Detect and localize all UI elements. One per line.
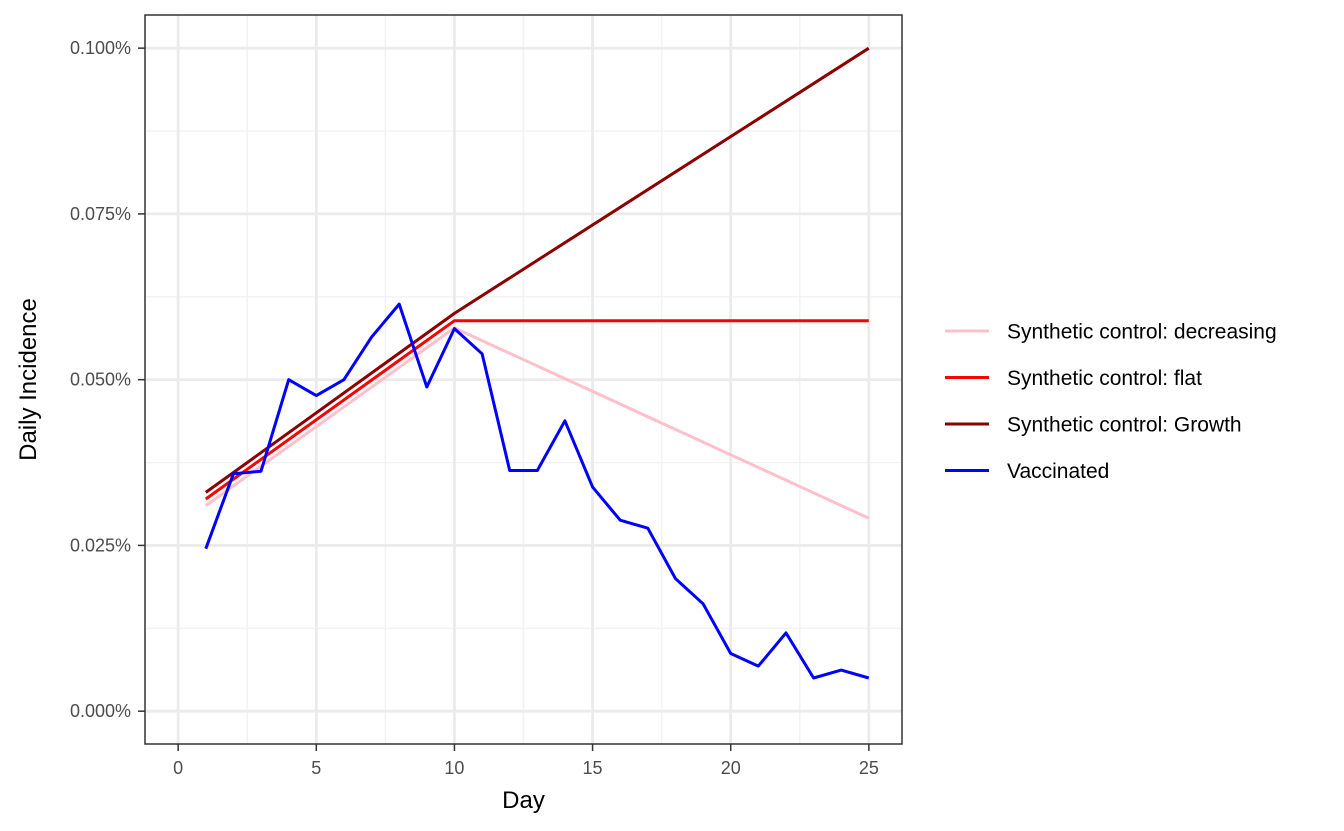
- x-tick-label: 20: [721, 758, 741, 778]
- legend: Synthetic control: decreasing Synthetic c…: [945, 321, 1277, 483]
- y-axis: 0.000% 0.025% 0.050% 0.075% 0.100%: [70, 38, 145, 721]
- legend-label: Synthetic control: flat: [1007, 367, 1202, 390]
- legend-label: Synthetic control: Growth: [1007, 414, 1242, 437]
- grid-major: [145, 15, 902, 744]
- series-line-vaccinated: [204, 302, 870, 680]
- y-tick-label: 0.075%: [70, 204, 131, 224]
- x-tick-label: 0: [173, 758, 183, 778]
- x-axis-title: Day: [502, 787, 545, 814]
- legend-label: Vaccinated: [1007, 460, 1109, 483]
- x-tick-label: 5: [311, 758, 321, 778]
- series-line-synthetic-control-decreasing: [204, 326, 870, 520]
- series-line-synthetic-control-growth: [204, 46, 870, 494]
- x-tick-label: 10: [444, 758, 464, 778]
- x-tick-label: 15: [583, 758, 603, 778]
- y-tick-label: 0.050%: [70, 370, 131, 390]
- y-axis-title: Daily Incidence: [15, 298, 42, 461]
- y-tick-label: 0.025%: [70, 535, 131, 555]
- series-line-synthetic-control-flat: [204, 319, 869, 501]
- y-tick-label: 0.100%: [70, 38, 131, 58]
- x-axis: 0 5 10 15 20 25: [173, 744, 879, 778]
- series-layer: [204, 46, 870, 680]
- legend-label: Synthetic control: decreasing: [1007, 321, 1277, 344]
- x-tick-label: 25: [859, 758, 879, 778]
- y-tick-label: 0.000%: [70, 701, 131, 721]
